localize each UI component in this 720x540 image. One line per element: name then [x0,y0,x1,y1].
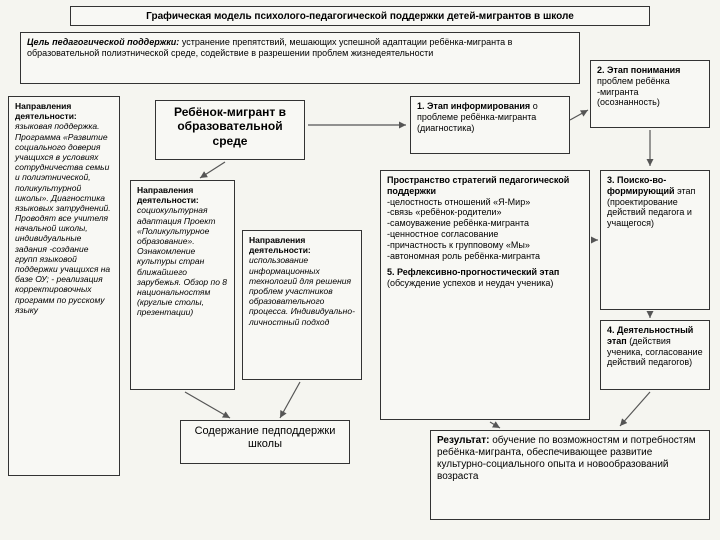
child-box: Ребёнок-мигрант в образовательной среде [155,100,305,160]
stage4-box: 4. Деятельностный этап (действия ученика… [600,320,710,390]
space-l2: -связь «ребёнок-родители» [387,207,583,218]
dir2-text: социокультурная адаптация Проект «Полику… [137,205,227,317]
dir3-text: использование информационных технологий … [249,255,355,326]
title-box: Графическая модель психолого-педагогичес… [70,6,650,26]
dir3-label: Направления деятельности: [249,235,311,255]
space-sub-label: 5. Рефлексивно-прогностический этап [387,267,583,278]
child-text: Ребёнок-мигрант в образовательной среде [174,105,286,148]
space-l1: -целостность отношений «Я-Мир» [387,197,583,208]
stage1-label: 1. Этап информирования [417,101,530,111]
stage3-label: 3. Поиско-во-формирующий [607,175,675,196]
goal-label: Цель педагогической поддержки: [27,37,179,47]
space-sub-text: (обсуждение успехов и неудач ученика) [387,278,583,289]
space-label: Пространство стратегий педагогической по… [387,175,583,197]
directions-text: языковая поддержка. Программа «Развитие … [15,121,111,314]
directions-box: Направления деятельности: языковая подде… [8,96,120,476]
content-text: Содержание педподдержки школы [195,425,336,450]
space-l5: -причастность к групповому «Мы» [387,240,583,251]
result-label: Результат: [437,435,489,446]
content-box: Содержание педподдержки школы [180,420,350,464]
dir3-box: Направления деятельности: использование … [242,230,362,380]
space-l3: -самоуважение ребёнка-мигранта [387,218,583,229]
space-l4: -ценностное согласование [387,229,583,240]
result-box: Результат: обучение по возможностям и по… [430,430,710,520]
stage2-label: 2. Этап понимания [597,65,680,75]
dir2-box: Направления деятельности: социокультурна… [130,180,235,390]
directions-label: Направления деятельности: [15,101,77,121]
dir2-label: Направления деятельности: [137,185,199,205]
stage2-text: проблем ребёнка -мигранта (осознанность) [597,76,670,108]
stage2-box: 2. Этап понимания проблем ребёнка -мигра… [590,60,710,128]
space-box: Пространство стратегий педагогической по… [380,170,590,420]
stage1-box: 1. Этап информирования о проблеме ребёнк… [410,96,570,154]
goal-box: Цель педагогической поддержки: устранени… [20,32,580,84]
title-text: Графическая модель психолого-педагогичес… [146,11,574,22]
stage3-box: 3. Поиско-во-формирующий этап (проектиро… [600,170,710,310]
space-l6: -автономная роль ребёнка-мигранта [387,251,583,262]
